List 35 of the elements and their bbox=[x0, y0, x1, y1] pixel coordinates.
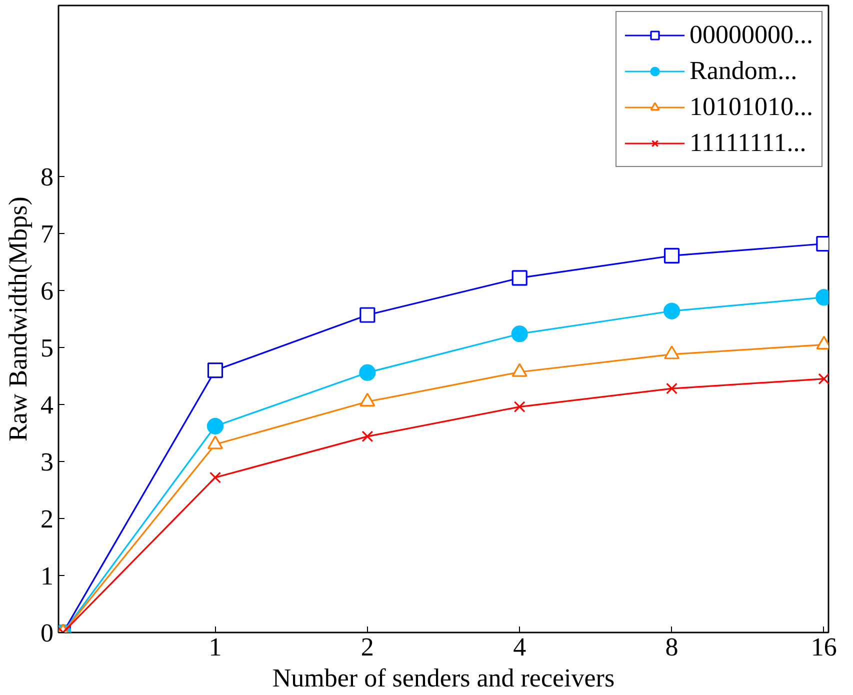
y-tick-label: 2 bbox=[40, 504, 54, 534]
point bbox=[206, 418, 224, 434]
point bbox=[818, 373, 828, 385]
point bbox=[359, 364, 376, 381]
y-tick-label: 4 bbox=[40, 390, 54, 420]
y-tick-label: 1 bbox=[40, 562, 54, 590]
y-tick-label: 5 bbox=[40, 334, 54, 362]
point bbox=[207, 362, 224, 378]
legend-label: 10101010... bbox=[690, 92, 813, 122]
y-axis-title: Raw Bandwidth(Mbps) bbox=[4, 196, 32, 442]
x-axis-title: Number of senders and receivers bbox=[272, 664, 615, 692]
x-tick-label: 16 bbox=[810, 632, 837, 662]
point bbox=[362, 430, 374, 442]
y-tick-label: 3 bbox=[40, 448, 54, 476]
point bbox=[664, 248, 680, 264]
point bbox=[666, 382, 678, 394]
point bbox=[360, 307, 376, 323]
x-tick-label: 8 bbox=[665, 632, 678, 662]
legend-label: Random... bbox=[690, 56, 798, 86]
x-tick-label: 1 bbox=[208, 632, 222, 662]
legend-label: 00000000... bbox=[690, 20, 813, 50]
point bbox=[514, 401, 526, 413]
y-tick-label: 7 bbox=[40, 220, 54, 248]
x-tick-label: 4 bbox=[513, 632, 526, 662]
point bbox=[511, 326, 528, 342]
point bbox=[663, 302, 680, 320]
x-tick-label: 2 bbox=[360, 632, 374, 662]
point bbox=[207, 436, 224, 450]
y-tick-label: 6 bbox=[40, 276, 54, 306]
point bbox=[512, 270, 528, 286]
legend-label: 11111111... bbox=[690, 128, 806, 158]
y-tick-label: 0 bbox=[40, 618, 54, 648]
y-tick-label: 8 bbox=[40, 162, 54, 192]
point bbox=[360, 392, 376, 406]
point bbox=[512, 363, 528, 377]
